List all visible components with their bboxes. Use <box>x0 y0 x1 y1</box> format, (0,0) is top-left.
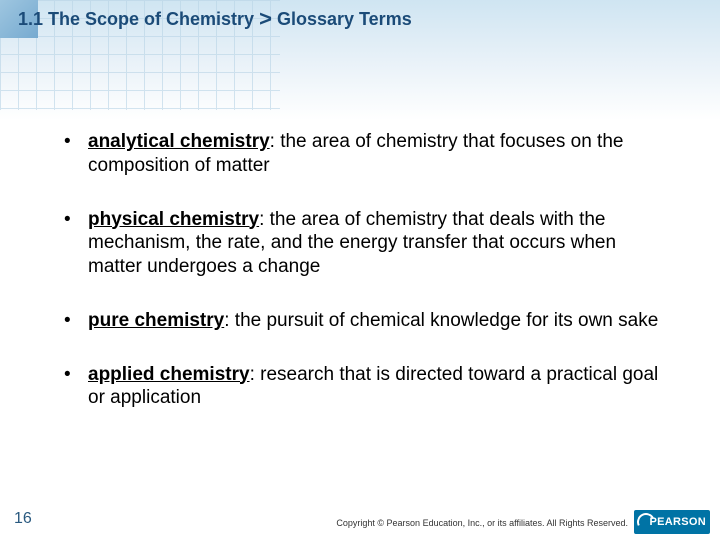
pearson-logo: PEARSON <box>634 510 710 534</box>
glossary-term: analytical chemistry <box>88 131 270 152</box>
breadcrumb-subtitle: Glossary Terms <box>277 9 412 29</box>
glossary-definition: : the pursuit of chemical knowledge for … <box>224 310 658 331</box>
chevron-right-icon: > <box>259 6 272 31</box>
glossary-term: applied chemistry <box>88 364 250 385</box>
list-item: analytical chemistry: the area of chemis… <box>60 130 660 178</box>
logo-swirl-icon <box>634 510 657 533</box>
breadcrumb-section: 1.1 The Scope of Chemistry <box>18 9 254 29</box>
glossary-term: physical chemistry <box>88 209 259 230</box>
glossary-term: pure chemistry <box>88 310 224 331</box>
list-item: physical chemistry: the area of chemistr… <box>60 208 660 279</box>
breadcrumb: 1.1 The Scope of Chemistry > Glossary Te… <box>18 6 412 32</box>
page-number: 16 <box>14 510 32 528</box>
copyright-text: Copyright © Pearson Education, Inc., or … <box>336 518 628 528</box>
slide: 1.1 The Scope of Chemistry > Glossary Te… <box>0 0 720 540</box>
logo-text: PEARSON <box>650 516 707 528</box>
glossary-list: analytical chemistry: the area of chemis… <box>60 130 660 410</box>
list-item: applied chemistry: research that is dire… <box>60 363 660 411</box>
list-item: pure chemistry: the pursuit of chemical … <box>60 309 660 333</box>
content-area: analytical chemistry: the area of chemis… <box>60 130 660 440</box>
